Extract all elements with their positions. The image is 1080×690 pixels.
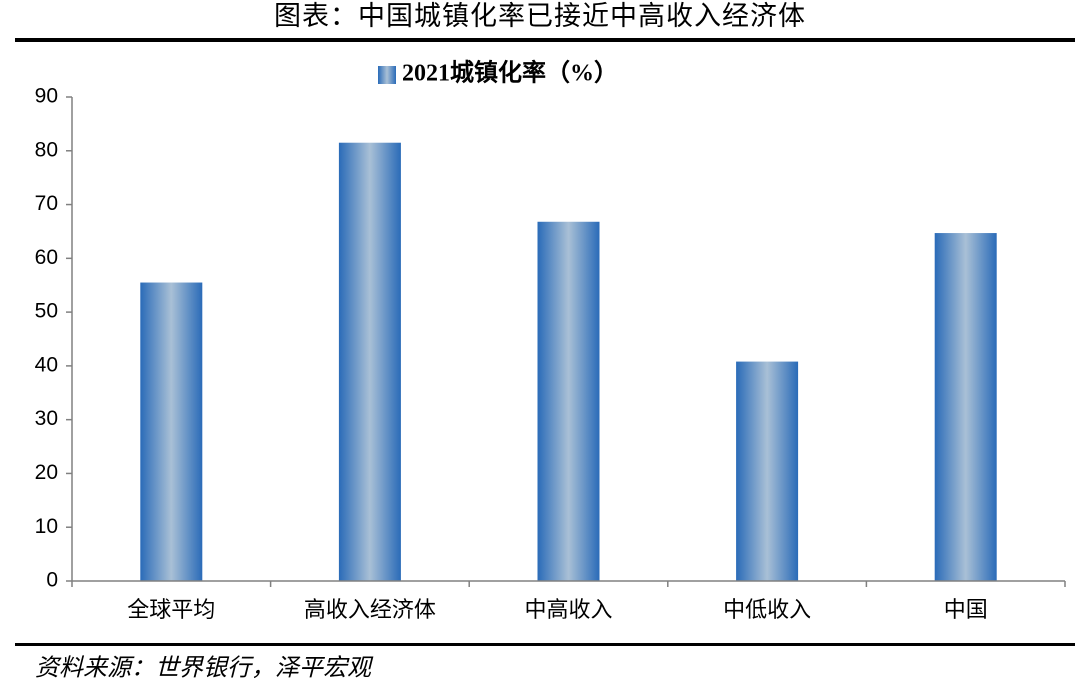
legend-swatch bbox=[378, 66, 396, 84]
footer-rule bbox=[15, 643, 1075, 646]
y-tick-label: 70 bbox=[35, 192, 58, 215]
bar bbox=[338, 142, 401, 581]
x-tick-label: 中低收入 bbox=[723, 597, 811, 622]
bar bbox=[140, 282, 203, 581]
x-tick-label: 中高收入 bbox=[524, 597, 612, 622]
y-tick-label: 60 bbox=[35, 246, 58, 269]
y-tick-label: 10 bbox=[35, 515, 58, 538]
title-rule bbox=[15, 38, 1075, 42]
y-tick-label: 90 bbox=[35, 85, 58, 108]
x-tick-label: 高收入经济体 bbox=[304, 597, 436, 622]
bar bbox=[537, 221, 600, 581]
bar bbox=[736, 361, 799, 581]
source-note: 资料来源：世界银行，泽平宏观 bbox=[35, 655, 374, 682]
x-tick-label: 中国 bbox=[944, 597, 988, 622]
legend-label: 2021城镇化率（%） bbox=[402, 59, 618, 87]
y-tick-label: 40 bbox=[35, 353, 58, 376]
x-tick-label: 全球平均 bbox=[127, 597, 215, 622]
y-tick-label: 20 bbox=[35, 461, 58, 484]
y-tick-label: 50 bbox=[35, 300, 58, 323]
bar bbox=[934, 233, 997, 581]
y-tick-label: 0 bbox=[46, 569, 58, 592]
chart-title: 图表：中国城镇化率已接近中高收入经济体 bbox=[274, 1, 806, 31]
y-tick-label: 80 bbox=[35, 138, 58, 161]
y-tick-label: 30 bbox=[35, 407, 58, 430]
